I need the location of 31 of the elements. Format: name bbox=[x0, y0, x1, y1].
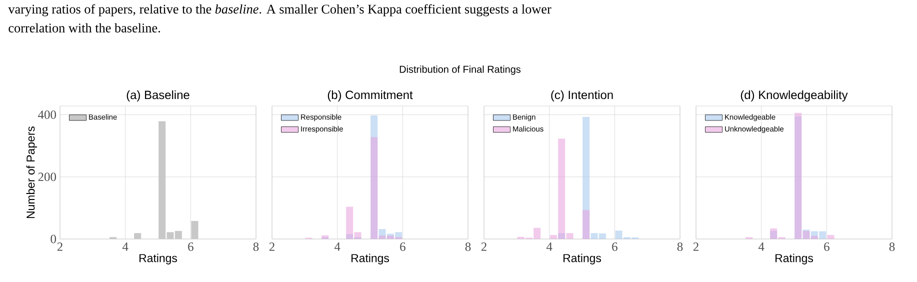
x-tick-label: 6 bbox=[188, 242, 194, 251]
x-tick-label: 6 bbox=[824, 242, 830, 251]
text: correlation with the baseline. bbox=[8, 23, 160, 33]
x-axis-title: Ratings bbox=[776, 254, 814, 264]
x-tick-label: 8 bbox=[465, 242, 471, 251]
text: Distribution of Final Ratings bbox=[400, 66, 521, 75]
x-tick-label: 2 bbox=[269, 242, 274, 251]
x-tick-label: 4 bbox=[546, 242, 552, 251]
text: varying ratios of papers, relative to the baseline. A smaller Cohen’s Kappa coefficient suggests a lower bbox=[8, 4, 552, 16]
chart-title: (c) Intention bbox=[551, 90, 613, 102]
x-tick-label: 4 bbox=[122, 242, 128, 251]
x-axis-title: Ratings bbox=[564, 254, 602, 264]
x-tick-label: 6 bbox=[612, 242, 618, 251]
x-tick-label: 8 bbox=[677, 242, 683, 251]
x-tick-label: 2 bbox=[693, 242, 698, 251]
y-tick-label: 0 bbox=[50, 234, 56, 244]
x-tick-label: 2 bbox=[57, 242, 62, 251]
x-tick-label: 4 bbox=[758, 242, 764, 251]
x-tick-label: 8 bbox=[889, 242, 895, 251]
y-tick-label: 400 bbox=[38, 110, 56, 119]
x-axis-title: Ratings bbox=[140, 254, 177, 264]
x-tick-label: 4 bbox=[334, 242, 340, 251]
y-axis-title: Number of Papers bbox=[26, 126, 37, 218]
chart-title: (a) Baseline bbox=[126, 90, 190, 102]
chart-title: (d) Knowledgeability bbox=[740, 90, 848, 102]
x-axis-title: Ratings bbox=[352, 254, 389, 264]
x-tick-label: 2 bbox=[481, 242, 486, 251]
chart-title: (b) Commitment bbox=[328, 90, 413, 102]
x-tick-label: 6 bbox=[400, 242, 406, 251]
x-tick-label: 8 bbox=[253, 242, 259, 251]
y-tick-label: 200 bbox=[38, 172, 56, 182]
